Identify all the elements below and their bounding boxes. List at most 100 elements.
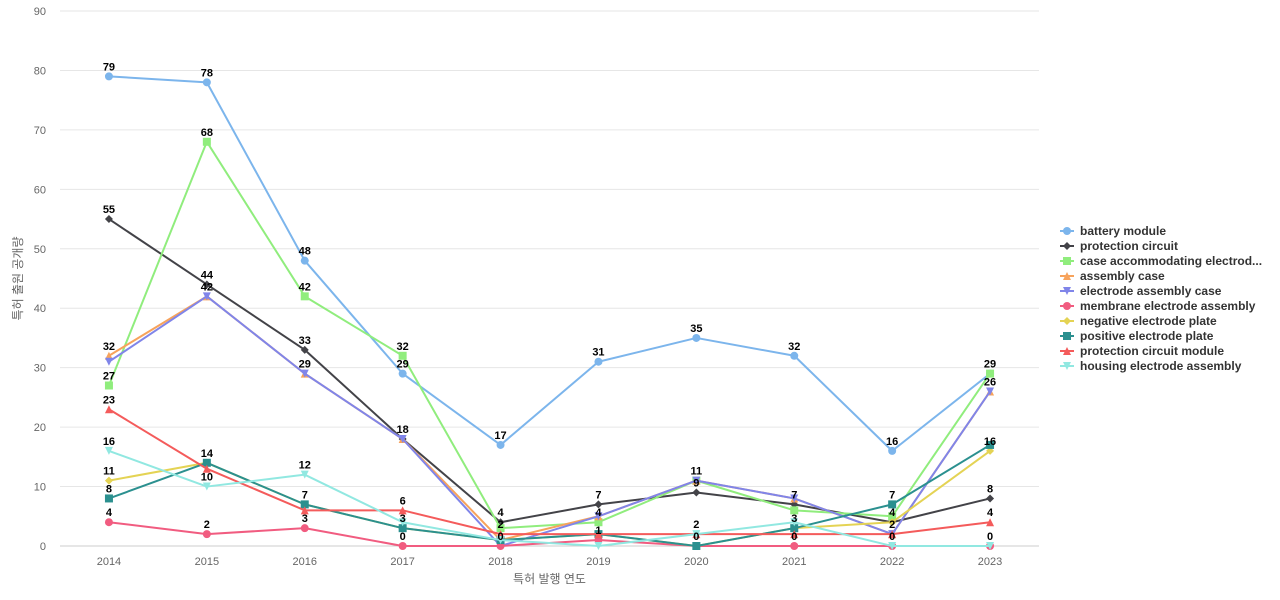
data-point: [594, 500, 603, 509]
data-point: [398, 435, 407, 443]
legend-label: membrane electrode assembly: [1080, 299, 1256, 313]
data-point: [398, 524, 407, 533]
legend-marker: [1063, 347, 1071, 355]
legend-marker: [1063, 272, 1071, 280]
y-tick-label: 0: [40, 541, 46, 553]
data-point: [202, 280, 211, 289]
data-label: 18: [397, 424, 409, 436]
y-axis-title: 특허 출원 공개량: [11, 237, 25, 321]
data-label: 42: [201, 281, 213, 293]
legend-label: protection circuit module: [1080, 344, 1224, 358]
data-point: [104, 357, 113, 366]
data-label: 42: [299, 281, 311, 293]
legend-label: housing electrode assembly: [1080, 359, 1242, 373]
data-point: [888, 542, 897, 550]
y-tick-label: 70: [34, 125, 46, 137]
legend-marker: [1063, 287, 1071, 295]
data-point: [986, 369, 995, 378]
data-label: 6: [400, 495, 406, 507]
data-label: 27: [103, 371, 115, 383]
x-tick-label: 2019: [586, 556, 610, 568]
data-label: 23: [103, 394, 115, 406]
data-point: [300, 292, 309, 301]
data-point: [202, 464, 211, 473]
data-label: 31: [592, 347, 604, 359]
data-point: [104, 494, 113, 503]
data-label: 2: [497, 519, 503, 531]
y-tick-label: 10: [34, 482, 46, 494]
data-label: 48: [299, 246, 311, 258]
data-label: 3: [400, 513, 406, 525]
data-point: [202, 78, 211, 87]
legend-item[interactable]: housing electrode assembly: [1060, 359, 1242, 373]
legend-item[interactable]: electrode assembly case: [1060, 284, 1222, 298]
data-point: [300, 470, 309, 479]
x-tick-label: 2018: [488, 556, 512, 568]
y-tick-label: 90: [34, 6, 46, 18]
data-label: 16: [103, 436, 115, 448]
legend-item[interactable]: membrane electrode assembly: [1060, 299, 1256, 313]
data-point: [790, 494, 799, 503]
data-label: 11: [691, 466, 703, 478]
legend-item[interactable]: negative electrode plate: [1060, 314, 1217, 328]
x-tick-label: 2014: [97, 556, 121, 568]
series-line: [108, 449, 991, 547]
legend-item[interactable]: case accommodating electrod...: [1060, 254, 1262, 268]
data-point: [888, 518, 897, 527]
legend-marker: [1063, 242, 1071, 250]
y-tick-label: 40: [34, 303, 46, 315]
data-point: [594, 518, 603, 527]
legend-item[interactable]: protection circuit module: [1060, 344, 1224, 358]
data-label: 7: [791, 489, 797, 501]
x-axis-title: 특허 발행 연도: [513, 571, 586, 586]
data-label: 12: [299, 460, 311, 472]
data-point: [790, 542, 799, 550]
data-point: [104, 446, 113, 455]
data-label: 32: [788, 341, 800, 353]
data-label: 8: [106, 483, 112, 495]
data-label: 29: [299, 359, 311, 371]
data-label: 79: [103, 61, 115, 73]
legend-item[interactable]: battery module: [1060, 224, 1166, 238]
data-point: [888, 500, 897, 509]
data-point: [300, 506, 309, 515]
data-label: 9: [693, 478, 699, 490]
data-label: 3: [302, 513, 308, 525]
legend-item[interactable]: assembly case: [1060, 269, 1165, 283]
data-point: [104, 518, 113, 527]
data-point: [104, 72, 113, 81]
data-label: 4: [497, 507, 504, 519]
series-line: [108, 295, 991, 547]
data-label: 0: [497, 531, 503, 543]
data-point: [202, 482, 211, 491]
legend-marker: [1063, 257, 1071, 265]
data-point: [496, 440, 505, 449]
data-point: [594, 357, 603, 366]
data-label: 33: [299, 335, 311, 347]
data-point: [300, 369, 309, 378]
series-line: [108, 140, 991, 530]
x-tick-label: 2017: [390, 556, 414, 568]
data-point: [300, 500, 309, 509]
data-point: [790, 351, 799, 360]
legend-item[interactable]: protection circuit: [1060, 239, 1178, 253]
data-point: [104, 381, 113, 390]
data-label: 55: [103, 204, 115, 216]
y-axis-ticks: 0 10 20 30 40 50 60 70 80 90: [34, 6, 46, 553]
data-label: 3: [791, 513, 797, 525]
data-point: [692, 488, 701, 497]
data-point: [398, 369, 407, 378]
data-point: [300, 524, 309, 533]
data-point: [496, 524, 505, 533]
data-label: 7: [889, 489, 895, 501]
x-tick-label: 2016: [293, 556, 317, 568]
data-point: [398, 542, 407, 550]
legend-marker: [1063, 362, 1071, 370]
x-tick-label: 2022: [880, 556, 904, 568]
legend-item[interactable]: positive electrode plate: [1060, 329, 1214, 343]
data-point: [496, 536, 505, 545]
data-label: 0: [889, 531, 895, 543]
data-label: 29: [984, 359, 996, 371]
